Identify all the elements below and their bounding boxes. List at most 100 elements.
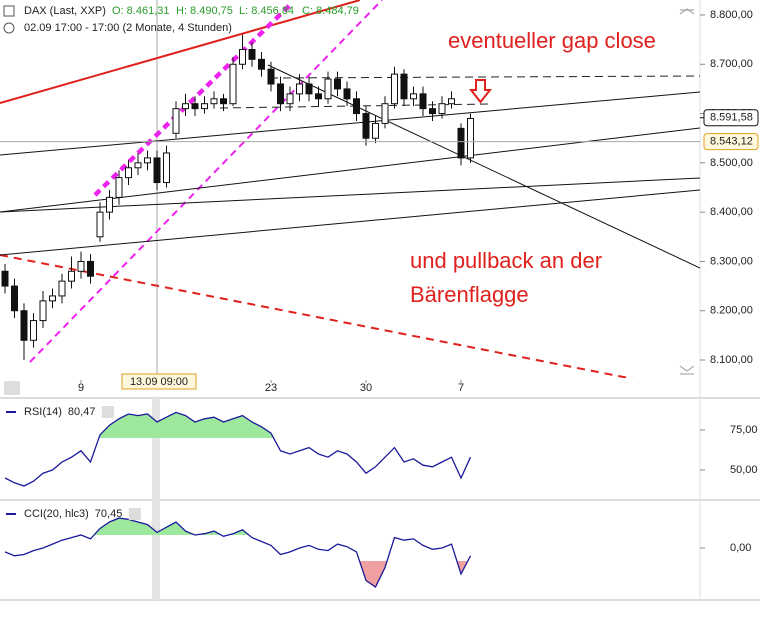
candle-body xyxy=(182,103,189,110)
indicator-name: RSI(14) xyxy=(24,406,62,418)
candle-body xyxy=(163,152,170,184)
y-tick-label: 75,00 xyxy=(730,424,758,436)
candle-body xyxy=(277,83,284,105)
y-tick-label: 50,00 xyxy=(730,464,758,476)
price-marker-box xyxy=(703,133,759,151)
candle-body xyxy=(305,83,313,95)
overbought-fill xyxy=(5,412,471,438)
candle-body xyxy=(334,78,341,90)
candle-body xyxy=(324,78,332,100)
trendline xyxy=(0,177,700,213)
candle-body xyxy=(467,117,474,159)
candle-body xyxy=(11,285,18,312)
candle-body xyxy=(220,98,227,105)
drawings xyxy=(0,0,700,378)
annotation: und pullback an der Bärenflagge xyxy=(410,248,603,307)
oversold-fill xyxy=(5,560,471,588)
candle-body xyxy=(419,93,427,110)
candle-body xyxy=(153,157,161,184)
candle-body xyxy=(20,310,28,341)
y-tick-label: 8.300,00 xyxy=(710,255,753,267)
candle-body xyxy=(258,58,265,70)
candle-body xyxy=(134,162,142,169)
crosshair-label-box xyxy=(121,373,197,390)
candle-body xyxy=(315,93,322,100)
candle-body xyxy=(30,320,37,341)
candle-body xyxy=(68,270,75,282)
crosshair-band xyxy=(152,398,160,600)
candle-body xyxy=(381,103,389,124)
candle-body xyxy=(248,48,256,60)
y-tick-label: 0,00 xyxy=(730,542,751,554)
trendline xyxy=(93,3,292,197)
trendline xyxy=(267,64,700,269)
annotation: eventueller gap close xyxy=(448,28,656,53)
candle-body xyxy=(343,88,351,100)
price-marker-label: 8.543,12 xyxy=(710,136,753,148)
indicator-line xyxy=(4,517,472,588)
candle-body xyxy=(267,68,275,85)
candle-body xyxy=(400,73,408,100)
y-tick-label: 8.800,00 xyxy=(710,9,753,21)
candle-body xyxy=(201,103,208,110)
indicator-line xyxy=(4,411,472,487)
candle-body xyxy=(391,73,398,105)
y-tick-label: 8.200,00 xyxy=(710,305,753,317)
price-marker-box xyxy=(703,109,759,127)
candle-body xyxy=(77,260,85,272)
candle-body xyxy=(144,157,151,164)
candle-body xyxy=(39,300,47,322)
candle-body xyxy=(115,177,123,198)
scroll-down[interactable] xyxy=(679,365,695,375)
candle-body xyxy=(296,83,303,95)
clock-icon[interactable] xyxy=(3,22,15,34)
trendline xyxy=(0,0,361,104)
candle-body xyxy=(286,93,294,105)
overbought-fill xyxy=(94,518,249,535)
x-tick-label: 30 xyxy=(360,382,372,394)
candle-body xyxy=(106,196,113,213)
candle-body xyxy=(1,270,9,287)
trendline xyxy=(269,75,700,79)
candle-body xyxy=(229,63,237,105)
candle-body xyxy=(87,260,94,277)
x-tick-label: 23 xyxy=(265,382,277,394)
indicator-settings[interactable] xyxy=(128,508,141,520)
candle-body xyxy=(372,122,379,139)
symbol: DAX (Last, XXP) xyxy=(24,5,106,17)
candle-body xyxy=(353,98,360,115)
candle-body xyxy=(457,127,465,159)
close: C: 8.484,79 xyxy=(302,5,359,17)
trendline xyxy=(29,0,383,363)
low: L: 8.456,84 xyxy=(239,5,294,17)
candle-body xyxy=(172,108,180,134)
crosshair-label: 13.09 09:00 xyxy=(130,376,188,388)
chart-icon[interactable] xyxy=(3,5,15,17)
trendline xyxy=(0,189,700,256)
open: O: 8.461,31 xyxy=(112,5,170,17)
range: 02.09 17:00 - 17:00 (2 Monate, 4 Stunden… xyxy=(24,22,232,34)
candle-body xyxy=(429,108,436,115)
candle-body xyxy=(96,211,104,238)
x-tick-label: 7 xyxy=(458,382,464,394)
arrow-marker xyxy=(468,79,493,104)
price-marker-label: 8.591,58 xyxy=(710,112,753,124)
y-tick-label: 8.700,00 xyxy=(710,58,753,70)
candle-body xyxy=(410,93,417,100)
high: H: 8.490,75 xyxy=(176,5,233,17)
zoom-button[interactable] xyxy=(4,381,20,395)
indicator-settings[interactable] xyxy=(101,406,114,418)
x-tick-label: 9 xyxy=(78,382,84,394)
indicator-value: 80,47 xyxy=(68,406,96,418)
scroll-up[interactable] xyxy=(679,8,695,15)
candle-body xyxy=(438,103,446,115)
y-tick-label: 8.500,00 xyxy=(710,157,753,169)
indicator-value: 70,45 xyxy=(95,508,123,520)
candle-body xyxy=(362,113,370,139)
y-tick-label: 8.400,00 xyxy=(710,206,753,218)
candle-body xyxy=(210,98,218,105)
indicator-name: CCI(20, hlc3) xyxy=(24,508,89,520)
candle-body xyxy=(191,103,199,110)
